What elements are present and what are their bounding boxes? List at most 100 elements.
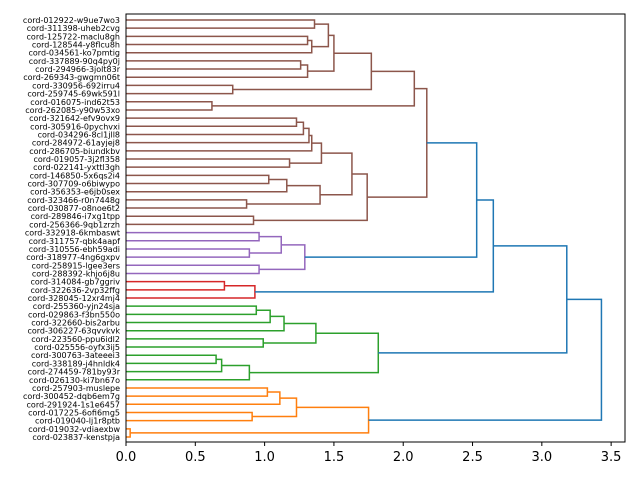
link-g9 (249, 332, 380, 374)
leaf-label: cord-284972-61ayjej8 (32, 139, 120, 148)
leaf-label: cord-332918-6kmbaswt (25, 229, 120, 238)
leaf-label: cord-288392-khjo6j8u (32, 269, 120, 278)
leaf-label: cord-330956-692irru4 (32, 81, 120, 90)
link-p3 (249, 235, 282, 254)
link-b12 (126, 117, 298, 128)
link-g2 (126, 309, 271, 324)
leaf-label: cord-269343-gwgmn06t (23, 73, 120, 82)
link-b2 (126, 35, 309, 46)
leaf-label: cord-146850-5x6qs2i4 (30, 171, 120, 180)
link-b5 (126, 60, 302, 70)
leaf-label: cord-023837-kenstpja (32, 433, 120, 442)
link-t1 (304, 142, 478, 258)
leaf-label: cord-019032-vdiaexbw (28, 425, 120, 434)
link-p2 (126, 248, 251, 258)
leaf-label: cord-311398-uheb2cvg (27, 24, 120, 33)
x-tick-label: 3.5 (601, 450, 622, 465)
link-b17 (289, 142, 323, 164)
link-b4 (311, 23, 330, 48)
link-p5 (259, 244, 306, 271)
leaf-label: cord-294966-3jolt83r (35, 65, 121, 74)
link-o5 (126, 428, 131, 438)
link-b19 (126, 178, 288, 193)
leaf-label: cord-306227-63qvvkvk (27, 327, 120, 336)
link-g6 (126, 354, 217, 365)
leaf-label: cord-258915-lgee3ers (32, 261, 120, 270)
leaf-label: cord-125722-maclu8gh (27, 32, 120, 41)
link-g1 (126, 305, 258, 316)
leaf-label: cord-259745-69wk591l (27, 90, 120, 99)
x-tick-label: 1.0 (254, 450, 275, 465)
x-tick-label: 2.0 (393, 450, 414, 465)
leaf-label: cord-321642-efv9ovx9 (29, 114, 120, 123)
leaf-label: cord-022141-yxttl3gh (33, 163, 120, 172)
x-tick-label: 2.5 (462, 450, 483, 465)
link-b24 (253, 173, 368, 222)
leaf-label: cord-286705-biundkbv (29, 147, 120, 156)
link-b22 (320, 152, 353, 196)
leaf-label: cord-337889-90q4py0j (29, 57, 120, 66)
leaf-label: cord-030877-o8noe6t2 (28, 204, 120, 213)
link-b6 (126, 64, 309, 78)
x-axis: 0.0 0.5 1.0 1.5 2.0 2.5 3.0 3.5 (116, 442, 622, 465)
link-b11 (211, 70, 416, 107)
link-o3 (126, 411, 253, 422)
leaf-label: cord-314084-gb7ggriv (31, 278, 121, 287)
dendrogram-links (126, 19, 603, 438)
leaf-label: cord-310556-ebh59adi (29, 245, 120, 254)
leaf-label: cord-223560-ppu6idl2 (31, 335, 120, 344)
leaf-label: cord-257903-muslepe (32, 384, 120, 393)
leaf-label: cord-322636-2vp32ffg (30, 286, 120, 295)
link-b20 (126, 199, 248, 209)
link-o4 (252, 397, 298, 418)
leaf-label: cord-128544-y8flcu8h (32, 41, 120, 50)
leaf-label: cord-034296-8cl1jll8 (38, 130, 120, 139)
leaf-label: cord-300763-3ateeei3 (31, 351, 120, 360)
link-g4 (126, 338, 264, 348)
leaf-label: cord-356353-e6jb0sex (30, 188, 120, 197)
x-tick-label: 0.0 (116, 450, 137, 465)
link-b23 (126, 215, 255, 226)
leaf-label: cord-019057-3j2fl358 (33, 155, 120, 164)
leaf-label: cord-323466-r0n7448g (27, 196, 120, 205)
leaf-label: cord-300452-dqb6em7g (23, 392, 120, 401)
leaf-label: cord-016075-ind62t53 (30, 98, 120, 107)
leaf-label: cord-291924-1s1e6457 (27, 400, 120, 409)
leaf-label: cord-255360-yjn24sja (33, 302, 120, 311)
axes-frame (125, 13, 626, 443)
link-b8 (126, 84, 234, 95)
leaf-label: cord-322660-bis2arbu (31, 319, 120, 328)
link-b18 (126, 174, 270, 185)
link-o6 (130, 406, 370, 434)
link-g8 (126, 364, 251, 381)
link-b16 (126, 158, 291, 168)
link-t3 (378, 245, 568, 354)
x-tick-label: 3.0 (531, 450, 552, 465)
leaf-label: cord-274459-781by93r (28, 368, 121, 377)
leaf-label: cord-017225-6ofi6mg5 (28, 408, 120, 417)
leaf-label: cord-318977-4ng6gxpv (26, 253, 120, 262)
link-t4 (368, 298, 603, 421)
x-tick-label: 1.5 (324, 450, 345, 465)
link-b21 (246, 184, 321, 205)
leaf-label: cord-307709-o6biwypo (27, 180, 120, 189)
leaf-label: cord-262085-y90w53xo (25, 106, 120, 115)
link-g5 (263, 322, 317, 344)
link-b13 (126, 121, 305, 136)
link-t2 (254, 199, 495, 293)
leaf-label: cord-289846-i7xg1tpp (31, 212, 120, 221)
link-r2 (126, 284, 256, 299)
link-r1 (126, 280, 226, 291)
leaf-label: cord-328045-12xr4mj4 (28, 294, 120, 303)
link-p4 (126, 264, 260, 275)
leaf-label: cord-025556-oyfx3ij5 (34, 343, 120, 352)
leaf-label: cord-305916-0pychvxi (30, 122, 120, 131)
link-b3 (126, 39, 313, 54)
leaf-label: cord-012922-w9ue7wo3 (23, 16, 120, 25)
x-tick-label: 0.5 (185, 450, 206, 465)
leaf-labels: cord-012922-w9ue7wo3cord-311398-uheb2cvg… (23, 16, 121, 442)
leaf-label: cord-311757-qbk4aapf (29, 237, 121, 246)
leaf-label: cord-256366-9qb1zrzh (29, 220, 120, 229)
link-o1 (126, 387, 269, 397)
